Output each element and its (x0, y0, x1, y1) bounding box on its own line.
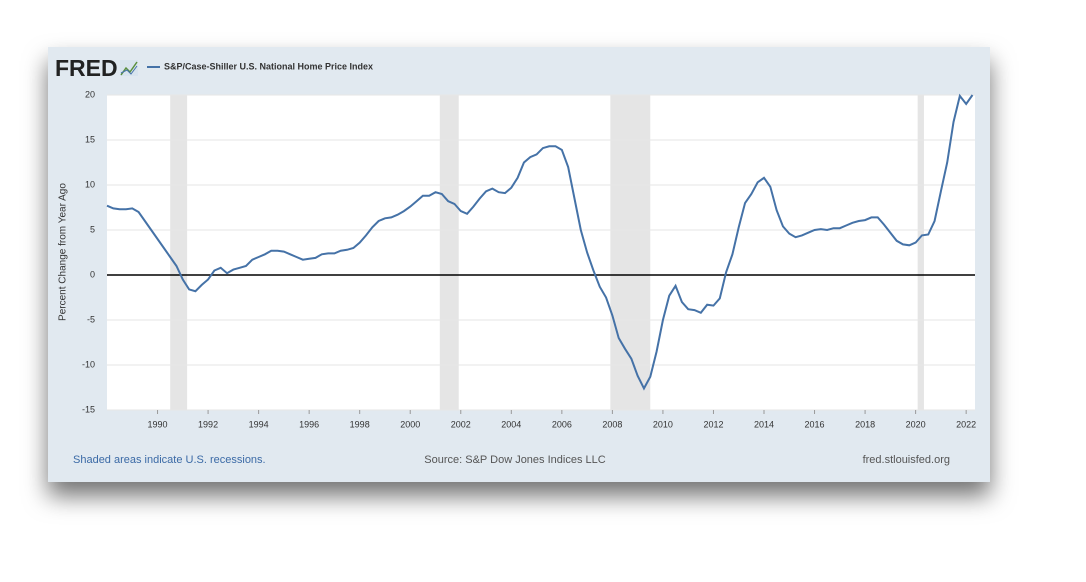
y-tick-label: -5 (87, 314, 95, 324)
y-tick-label: -15 (82, 404, 95, 414)
x-tick-label: 2012 (703, 419, 723, 429)
y-tick-label: 10 (85, 179, 95, 189)
recession-band (170, 95, 188, 410)
source: Source: S&P Dow Jones Indices LLC (424, 454, 605, 466)
x-tick-label: 1996 (299, 419, 319, 429)
x-tick-label: 2010 (653, 419, 673, 429)
data-line (106, 93, 974, 391)
y-axis-label: Percent Change from Year Ago (58, 183, 69, 321)
x-tick-label: 2002 (451, 419, 471, 429)
y-tick-label: 5 (90, 224, 95, 234)
x-tick-label: 2020 (906, 419, 926, 429)
x-tick-label: 1990 (148, 419, 168, 429)
x-tick-label: 2022 (956, 419, 976, 429)
x-tick-label: 2006 (552, 419, 572, 429)
y-tick-label: 20 (85, 89, 95, 99)
y-tick-label: 0 (90, 269, 95, 279)
x-tick-label: 2000 (400, 419, 420, 429)
recession-band (439, 95, 459, 410)
x-tick-label: 2014 (754, 419, 774, 429)
x-tick-label: 1994 (249, 419, 269, 429)
x-tick-label: 1998 (350, 419, 370, 429)
y-tick-label: 15 (85, 134, 95, 144)
plot-area (107, 95, 975, 410)
x-tick-label: 2016 (805, 419, 825, 429)
y-tick-label: -10 (82, 359, 95, 369)
recession-band (610, 95, 651, 410)
recession-note: Shaded areas indicate U.S. recessions. (73, 454, 266, 466)
site: fred.stlouisfed.org (863, 454, 950, 466)
x-tick-label: 1992 (198, 419, 218, 429)
x-tick-label: 2008 (602, 419, 622, 429)
logo-icon (120, 60, 138, 76)
x-tick-label: 2004 (501, 419, 521, 429)
recession-band (917, 95, 924, 410)
logo: FRED (55, 55, 118, 81)
x-tick-label: 2018 (855, 419, 875, 429)
legend-label: S&P/Case-Shiller U.S. National Home Pric… (164, 61, 373, 71)
